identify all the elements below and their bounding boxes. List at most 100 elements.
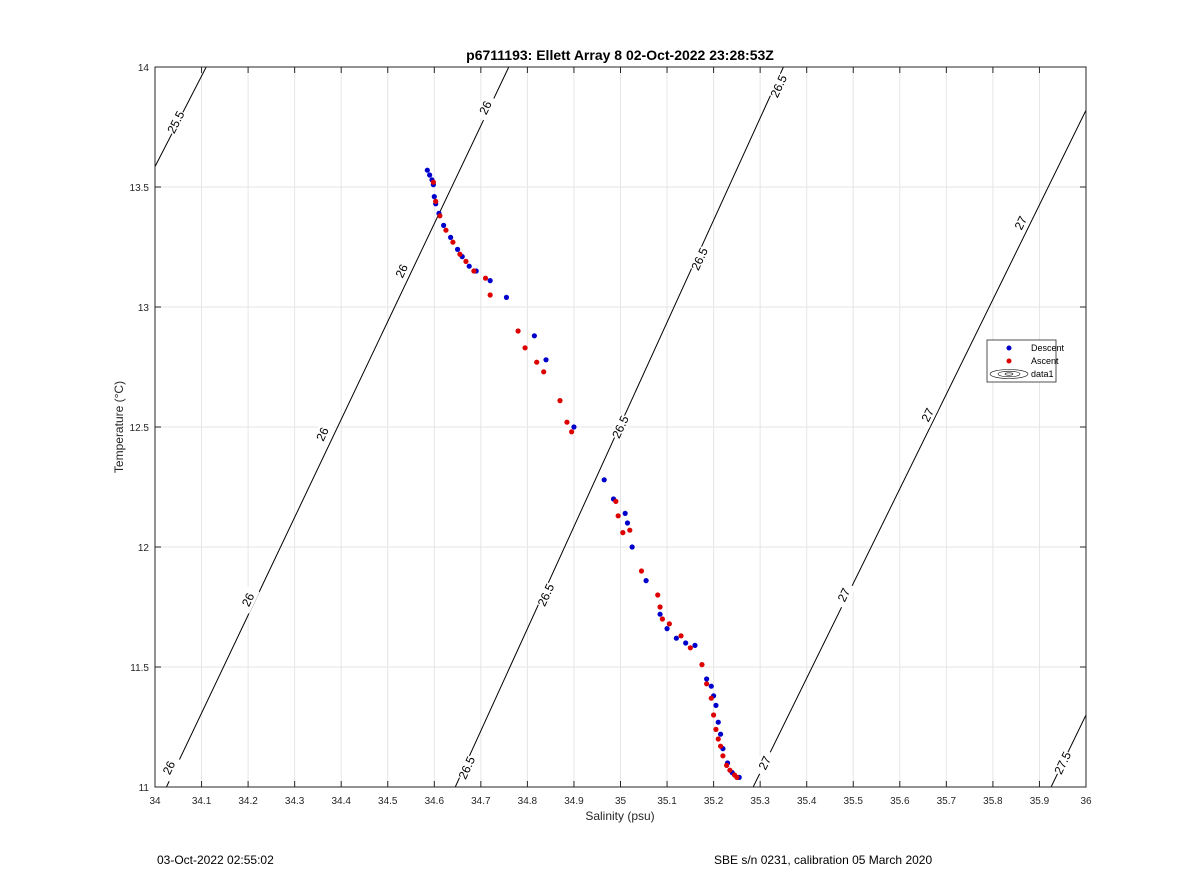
x-tick-label: 34.9 (564, 796, 584, 807)
point-descent (487, 278, 493, 284)
footer-calibration: SBE s/n 0231, calibration 05 March 2020 (714, 853, 933, 867)
contour-label: 26 (239, 590, 258, 608)
x-tick-label: 34.2 (238, 796, 258, 807)
x-tick-label: 34.5 (378, 796, 398, 807)
point-ascent (708, 695, 714, 701)
contour-label-bg (1051, 749, 1075, 777)
contour-label-bg (311, 420, 335, 449)
x-tick-label: 35.1 (657, 796, 677, 807)
legend-entry-ascent: Ascent (1031, 356, 1059, 366)
point-descent (427, 172, 433, 178)
footer-timestamp: 03-Oct-2022 02:55:02 (157, 853, 274, 867)
data-points (424, 167, 742, 781)
point-descent (704, 676, 710, 682)
point-ascent (657, 604, 663, 610)
point-descent (708, 683, 714, 689)
legend-marker-data1 (989, 369, 1029, 379)
contour-label-bg (916, 401, 940, 429)
x-tick-label: 35.4 (797, 796, 817, 807)
x-tick-label: 34.4 (331, 796, 351, 807)
contour-label: 25.5 (164, 108, 187, 135)
chart-title: p6711193: Ellett Array 8 02-Oct-2022 23:… (466, 47, 774, 63)
contour-label-bg (390, 257, 414, 285)
point-ascent (430, 179, 436, 185)
point-descent (431, 194, 437, 200)
point-ascent (564, 419, 570, 425)
point-ascent (534, 359, 540, 365)
contour-label-bg (609, 413, 632, 441)
x-tick-label: 35.6 (890, 796, 910, 807)
point-ascent (615, 513, 621, 519)
point-descent (454, 246, 461, 252)
contour-label: 26.5 (535, 581, 558, 608)
x-tick-label: 34.8 (518, 796, 538, 807)
contour-label: 26.5 (688, 245, 711, 272)
point-descent (664, 626, 670, 632)
contour-label-bg (164, 108, 188, 137)
point-descent (543, 357, 549, 363)
x-axis-label: Salinity (psu) (585, 809, 654, 823)
point-ascent (522, 345, 528, 351)
contour-label-bg (767, 72, 791, 101)
contour-label-bg (832, 581, 856, 609)
contour-label-bg (236, 585, 260, 614)
point-descent (713, 702, 719, 709)
contour-label: 27 (1012, 214, 1031, 232)
point-descent (715, 719, 721, 725)
point-descent (503, 294, 510, 300)
x-tick-label: 35.7 (937, 796, 957, 807)
point-ascent (704, 681, 710, 687)
contour-label: 26.5 (768, 72, 791, 99)
point-ascent (482, 275, 489, 281)
contour-label: 26 (160, 758, 179, 776)
legend-entry-data1: data1 (1031, 369, 1054, 379)
point-ascent (678, 633, 684, 639)
legend-marker-descent (1006, 345, 1012, 351)
point-ascent (659, 616, 665, 622)
point-descent (601, 477, 607, 483)
point-ascent (711, 712, 717, 718)
point-ascent (666, 621, 672, 627)
x-tick-label: 34.3 (285, 796, 305, 807)
point-ascent (627, 527, 633, 533)
x-tick-label: 34.1 (192, 796, 212, 807)
point-ascent (557, 398, 563, 404)
axis-ticks: 34 34.1 34.2 34.3 34.4 34.5 34.6 34.7 34.8 34.9 35… (130, 63, 1092, 807)
contour-label: 26 (393, 262, 412, 280)
y-tick-label: 12.5 (130, 423, 150, 434)
point-ascent (450, 239, 456, 245)
y-tick-label: 11 (139, 783, 150, 794)
point-ascent (720, 753, 726, 759)
legend-entry-descent: Descent (1031, 343, 1065, 353)
contour-label-bg (534, 581, 558, 609)
legend-marker-ascent (1006, 358, 1012, 364)
contour-label: 26.5 (456, 754, 479, 781)
x-tick-label: 34.7 (471, 796, 491, 807)
point-ascent (655, 592, 661, 598)
x-tick-label: 35.2 (704, 796, 724, 807)
contour-label: 26 (476, 98, 495, 116)
y-tick-label: 12 (138, 543, 150, 554)
contour-label-bg (1009, 209, 1033, 237)
point-descent (622, 510, 628, 516)
y-tick-label: 11.5 (130, 663, 149, 674)
contour-label: 26 (313, 425, 332, 443)
contour-label: 27 (835, 586, 854, 604)
point-descent (441, 222, 447, 228)
point-ascent (433, 198, 439, 204)
density-contour-line (165, 67, 510, 787)
point-descent (673, 635, 679, 641)
point-ascent (613, 498, 619, 504)
point-descent (629, 544, 635, 550)
contour-label-bg (157, 753, 181, 782)
point-ascent (724, 762, 730, 769)
x-tick-label: 35.9 (1030, 796, 1050, 807)
point-ascent (515, 328, 521, 334)
point-ascent (620, 530, 626, 536)
point-ascent (727, 767, 733, 773)
y-axis-label: Temperature (°C) (112, 381, 126, 473)
x-tick-label: 35.5 (844, 796, 864, 807)
y-tick-label: 13.5 (130, 183, 150, 194)
point-ascent (734, 774, 740, 781)
